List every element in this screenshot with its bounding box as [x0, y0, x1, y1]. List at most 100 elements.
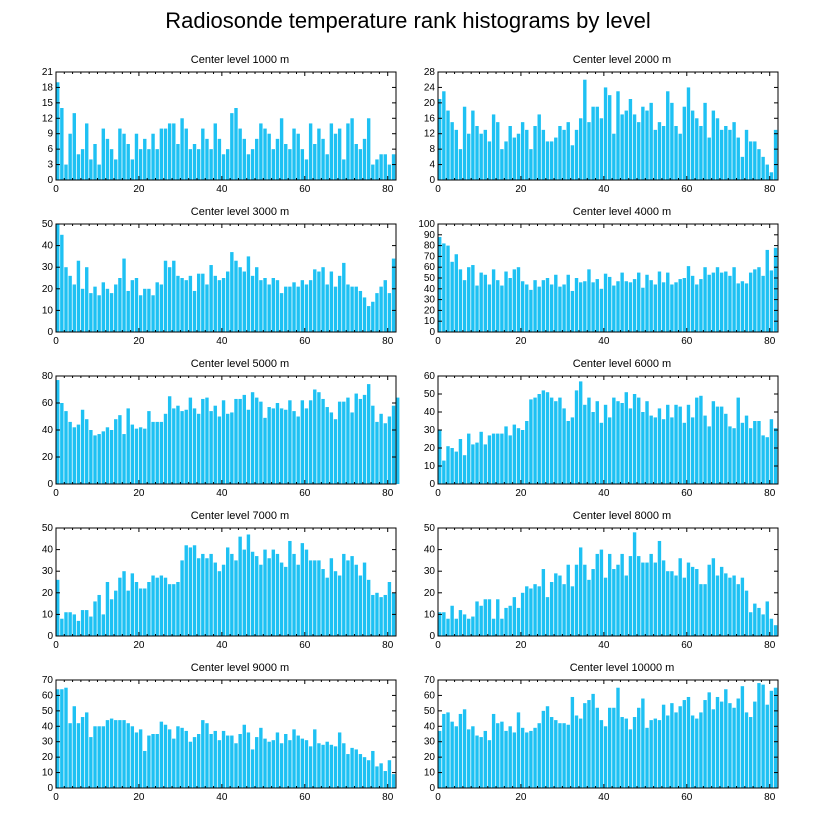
bar: [765, 249, 769, 332]
bar: [288, 149, 292, 180]
bar: [371, 405, 375, 484]
bar: [748, 141, 753, 180]
bar: [541, 710, 546, 788]
bar: [686, 87, 691, 180]
bar: [263, 278, 267, 332]
bar: [85, 419, 89, 484]
plot-frame: [437, 527, 779, 637]
bar: [138, 295, 143, 332]
bar: [736, 698, 740, 788]
y-tick-label: 10: [42, 609, 54, 620]
bar: [238, 398, 242, 484]
bar: [205, 138, 209, 180]
bar: [213, 562, 217, 636]
bar: [475, 126, 479, 180]
bar: [471, 265, 475, 332]
bar: [109, 599, 114, 636]
bar: [122, 258, 126, 332]
bar: [201, 398, 205, 484]
panel-title: Center level 6000 m: [572, 358, 672, 370]
bar: [138, 588, 143, 636]
bar: [703, 584, 707, 636]
bar: [221, 730, 226, 788]
bar: [126, 290, 130, 332]
bar: [304, 284, 309, 332]
bar: [587, 269, 591, 332]
x-tick-label: 0: [435, 488, 441, 499]
bar: [114, 159, 118, 180]
bar: [736, 137, 740, 180]
bar: [682, 106, 687, 180]
bar: [641, 562, 645, 636]
bar: [333, 571, 338, 636]
bar: [60, 234, 64, 332]
bar: [362, 562, 367, 636]
bar: [707, 137, 711, 180]
bar: [130, 159, 135, 180]
bar: [325, 407, 329, 484]
y-tick-label: 80: [42, 371, 54, 382]
bar: [690, 275, 695, 332]
bar: [346, 123, 350, 180]
bar: [570, 696, 575, 788]
bar: [591, 693, 595, 788]
bar: [234, 260, 238, 332]
bar: [442, 460, 446, 484]
bar: [275, 138, 280, 180]
bar: [491, 713, 496, 788]
bar: [213, 405, 217, 484]
bar: [209, 149, 213, 180]
bar: [570, 417, 575, 484]
bar: [155, 421, 159, 484]
bar: [76, 154, 81, 180]
x-tick-label: 80: [764, 640, 776, 651]
x-tick-label: 20: [515, 336, 527, 347]
bar: [483, 444, 488, 484]
histogram-1000m: 0 20 40 60 80 0 3 6 9 12 15 18 21: [42, 67, 397, 195]
bar: [375, 293, 379, 332]
bar: [163, 413, 168, 484]
bar: [558, 575, 562, 636]
bar: [724, 126, 728, 180]
bar: [491, 114, 496, 180]
panel-10000m: Center level 10000 m 0 20 40 60 80 0 10 20 30 40 5…: [424, 662, 812, 828]
bar: [122, 571, 126, 636]
y-tick-label: 40: [424, 721, 436, 732]
bar: [699, 279, 703, 332]
bar: [180, 727, 184, 788]
panel-7000m: Center level 7000 m 0 20 40 60 80 0 10 20 30 40 50: [42, 510, 430, 676]
bar: [512, 269, 517, 332]
bar: [612, 707, 616, 788]
bar: [645, 110, 649, 180]
bar: [288, 740, 292, 788]
bar: [491, 433, 496, 484]
bar: [321, 569, 325, 636]
bar: [612, 285, 616, 332]
bar: [391, 154, 396, 180]
bar: [255, 737, 259, 788]
bar: [616, 687, 620, 788]
bar: [624, 110, 628, 180]
histogram-10000m: 0 20 40 60 80 0 10 20 30 40 50 60 70: [424, 675, 779, 803]
x-tick-label: 40: [598, 336, 610, 347]
bar: [458, 439, 463, 484]
x-tick-label: 60: [681, 184, 693, 195]
bar: [620, 403, 624, 484]
plot-frame: [55, 527, 397, 637]
bar: [279, 408, 284, 484]
bar: [383, 594, 387, 636]
bar: [467, 729, 471, 788]
bar: [342, 159, 346, 180]
x-tick-label: 60: [299, 792, 311, 803]
y-tick-label: 28: [424, 67, 436, 78]
bar: [375, 421, 379, 484]
bar: [574, 390, 579, 484]
bar: [234, 560, 238, 636]
bar: [578, 282, 583, 332]
bar: [362, 757, 367, 788]
bar: [496, 723, 500, 788]
bar: [599, 422, 604, 484]
y-tick-label: 20: [424, 98, 436, 109]
bar: [732, 428, 736, 484]
bar: [321, 138, 325, 180]
